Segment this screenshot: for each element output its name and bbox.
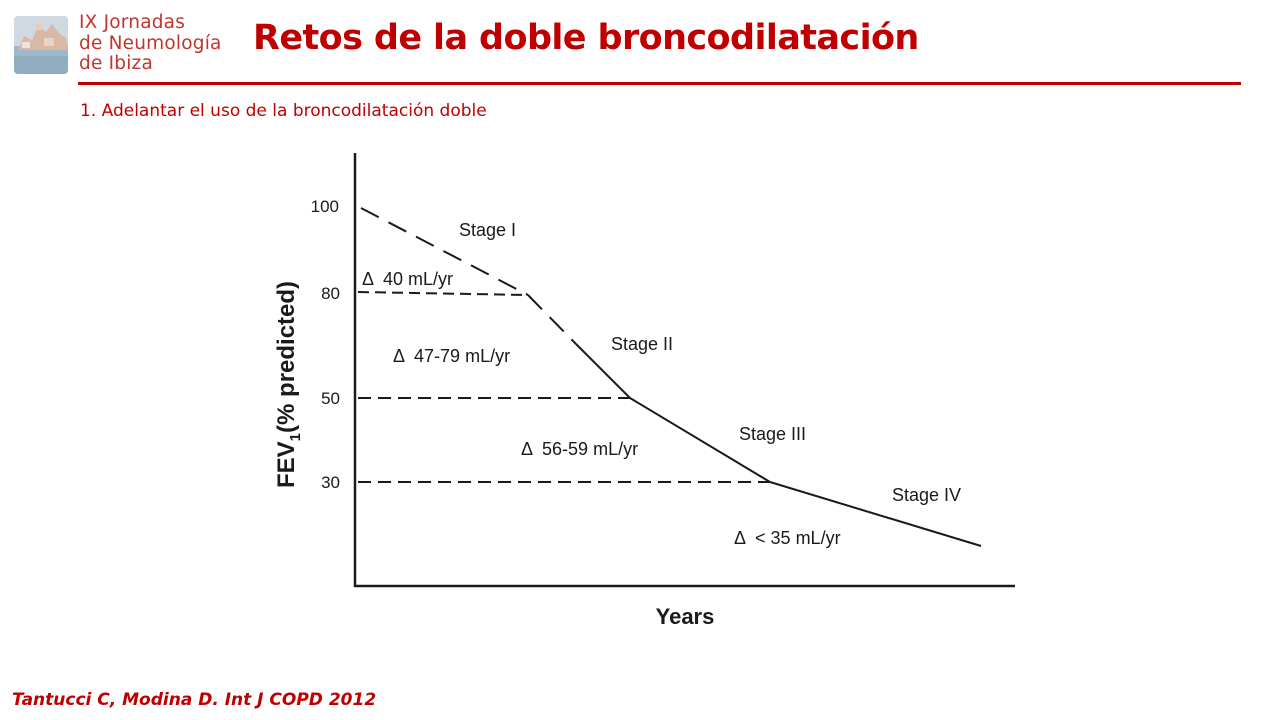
y-axis-label-subscript: 1 [287,433,304,441]
logo-line-3: de Ibiza [79,53,153,74]
stage-label-3: Stage III [739,424,806,444]
delta-label-1: Δ 40 mL/yr [362,269,453,289]
decline-stage-1 [360,207,529,296]
logo-image [14,16,68,74]
logo-text: IX Jornadas de Neumología de Ibiza [79,12,222,75]
y-axis-label-main: FEV [273,441,300,488]
logo-line-1: IX Jornadas [79,12,186,33]
slide-subtitle: 1. Adelantar el uso de la broncodilataci… [80,101,487,121]
tick-label-80: 80 [321,284,340,303]
decline-stage-3 [629,397,771,483]
delta-label-4: Δ < 35 mL/yr [734,528,841,548]
citation: Tantucci C, Modina D. Int J COPD 2012 [12,690,377,710]
stage-label-4: Stage IV [892,485,961,505]
stage-label-1: Stage I [459,220,516,240]
slide-title: Retos de la doble broncodilatación [253,18,919,58]
stage-label-2: Stage II [611,334,673,354]
x-axis-label: Years [656,604,715,629]
decline-stage-4 [769,481,982,547]
threshold-line-80 [357,291,529,296]
y-axis-label-rest: (% predicted) [273,281,300,433]
tick-label-50: 50 [321,389,340,408]
y-axis-label: FEV1(% predicted) [273,281,304,488]
delta-label-3: Δ 56-59 mL/yr [521,439,638,459]
logo-line-2: de Neumología [79,32,222,54]
decline-stage-2 [575,343,631,399]
decline-stage-2-dashed [527,294,577,345]
delta-label-2: Δ 47-79 mL/yr [393,346,510,366]
tick-label-100: 100 [311,197,339,216]
tick-label-30: 30 [321,473,340,492]
title-divider [78,82,1241,85]
